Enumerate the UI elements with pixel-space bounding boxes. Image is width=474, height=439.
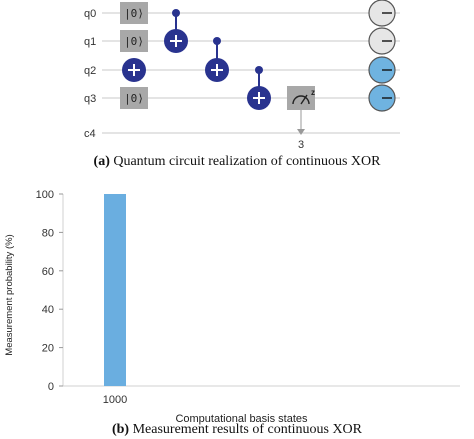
caption-b: (b) Measurement results of continuous XO… (0, 422, 474, 438)
control-dot (213, 37, 221, 45)
cnot-gate-q2-q3[interactable] (247, 66, 271, 110)
measurement-bar-chart: 0 20 40 60 80 100 1000 Computational basis stat… (4, 189, 460, 425)
state-indicator-q0 (368, 0, 396, 27)
chart-labels: 0 20 40 60 80 100 1000 Computational basis stat… (4, 189, 308, 425)
classical-label-c4: c4 (84, 128, 96, 140)
x-axis-title: Computational basis states (175, 413, 308, 425)
bar-1000 (104, 194, 126, 386)
caption-b-text: Measurement results of continuous XOR (132, 422, 363, 437)
chart-axes (59, 193, 460, 387)
control-dot (255, 66, 263, 74)
state-indicator-q1 (368, 27, 396, 55)
init-gate-q0[interactable]: |0⟩ (120, 2, 148, 24)
caption-a-prefix: (a) (93, 154, 110, 169)
state-indicator-q3 (368, 84, 396, 112)
qubit-label-q0: q0 (84, 8, 96, 20)
qubit-label-q3: q3 (84, 93, 96, 105)
caption-a-text: Quantum circuit realization of continuou… (113, 154, 381, 169)
y-tick-label: 60 (42, 266, 54, 278)
state-indicator-q2 (368, 56, 396, 84)
measure-target-index: 3 (298, 139, 304, 151)
caption-b-prefix: (b) (111, 422, 130, 437)
control-dot (172, 9, 180, 17)
y-tick-label: 0 (48, 381, 54, 393)
measure-basis-label: z (311, 88, 315, 97)
init-gate-q3[interactable]: |0⟩ (120, 87, 148, 109)
y-axis-title: Measurement probability (%) (4, 234, 15, 355)
y-tick-label: 20 (42, 343, 54, 355)
x-tick-label: 1000 (103, 394, 127, 406)
measure-line (297, 110, 305, 135)
caption-a: (a) Quantum circuit realization of conti… (0, 154, 474, 170)
cnot-gate-q0-q1[interactable] (164, 9, 188, 53)
y-tick-label: 100 (36, 189, 54, 201)
quantum-circuit: q0 q1 q2 q3 c4 |0⟩ |0⟩ |0⟩ (84, 0, 400, 151)
measure-gate-q3[interactable]: z (287, 86, 315, 110)
cnot-gate-q1-q2[interactable] (205, 37, 229, 82)
qubit-label-q1: q1 (84, 36, 96, 48)
init-gate-q1[interactable]: |0⟩ (120, 30, 148, 52)
init-label-q1: |0⟩ (124, 35, 144, 48)
init-label-q3: |0⟩ (124, 92, 144, 105)
qubit-label-q2: q2 (84, 65, 96, 77)
x-gate-q2[interactable] (122, 58, 146, 82)
chart-bars (104, 194, 126, 386)
y-tick-label: 80 (42, 227, 54, 239)
init-label-q0: |0⟩ (124, 7, 144, 20)
y-tick-label: 40 (42, 304, 54, 316)
qubit-wires (102, 12, 400, 134)
